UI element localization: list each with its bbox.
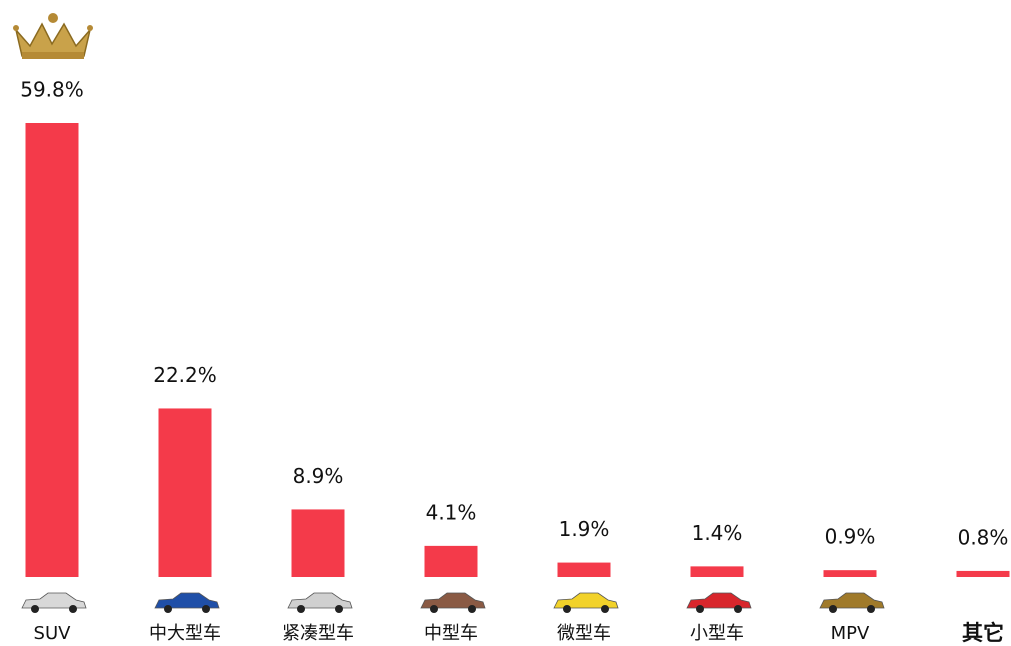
car-wheel — [867, 605, 875, 613]
car-icon — [154, 592, 220, 613]
x-tick-label: MPV — [831, 623, 870, 644]
car-wheel — [69, 605, 77, 613]
value-label: 59.8% — [20, 78, 84, 102]
car-icon — [553, 592, 619, 613]
car-body — [819, 592, 885, 609]
x-tick-label: SUV — [34, 623, 72, 644]
value-label: 0.8% — [958, 525, 1009, 549]
car-wheel — [601, 605, 609, 613]
bar — [424, 545, 478, 577]
bar — [956, 570, 1010, 577]
bar — [823, 570, 877, 577]
car-wheel — [430, 605, 438, 613]
x-tick-label: 中型车 — [424, 623, 478, 644]
car-wheel — [734, 605, 742, 613]
car-icon — [420, 592, 486, 613]
value-label: 0.9% — [825, 525, 876, 549]
car-body — [420, 592, 486, 609]
bar — [158, 408, 212, 577]
car-body — [686, 592, 752, 609]
bar — [291, 509, 345, 577]
x-tick-label: 小型车 — [690, 623, 744, 644]
car-wheel — [164, 605, 172, 613]
crown-icon — [13, 13, 93, 59]
car-wheel — [696, 605, 704, 613]
car-wheel — [829, 605, 837, 613]
car-wheel — [468, 605, 476, 613]
car-icon — [21, 592, 87, 613]
value-label: 1.4% — [692, 521, 743, 545]
value-label: 4.1% — [426, 500, 477, 524]
car-wheel — [297, 605, 305, 613]
x-tick-label: 微型车 — [557, 623, 611, 644]
value-label: 22.2% — [153, 363, 217, 387]
x-tick-label: 中大型车 — [149, 623, 221, 644]
x-tick-label: 紧凑型车 — [282, 623, 354, 644]
car-wheel — [202, 605, 210, 613]
car-body — [21, 592, 87, 609]
value-label: 8.9% — [293, 464, 344, 488]
x-tick-label: 其它 — [962, 621, 1004, 645]
car-body — [154, 592, 220, 609]
car-icon — [819, 592, 885, 613]
car-icon — [686, 592, 752, 613]
car-body — [553, 592, 619, 609]
car-wheel — [335, 605, 343, 613]
value-label: 1.9% — [559, 517, 610, 541]
car-wheel — [31, 605, 39, 613]
car-icon — [287, 592, 353, 613]
car-wheel — [563, 605, 571, 613]
car-body — [287, 592, 353, 609]
bar — [25, 123, 79, 577]
bar — [690, 566, 744, 577]
bar — [557, 562, 611, 577]
